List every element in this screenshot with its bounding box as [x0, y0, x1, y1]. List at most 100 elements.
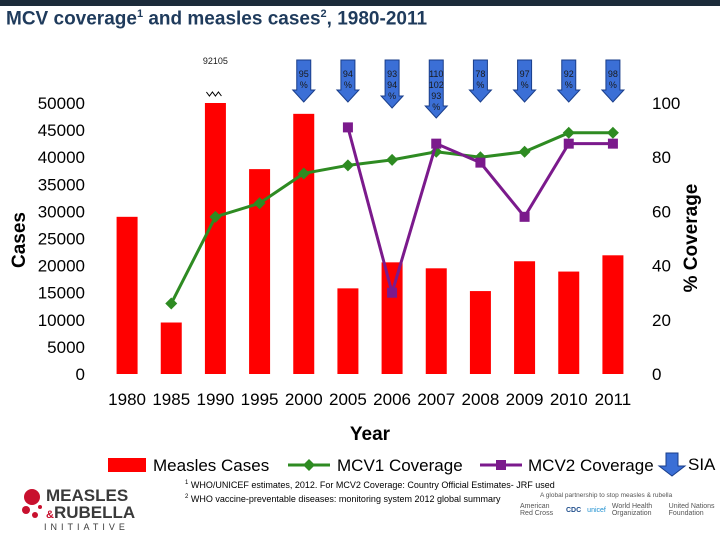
partner-logo: United Nations Foundation [668, 503, 715, 517]
legend-marker-diamond [303, 459, 315, 471]
sia-arrow-label: 102 [429, 80, 444, 90]
sia-arrow-label: % [476, 80, 484, 90]
partner-logo: CDC [566, 506, 582, 514]
footnote-1: 1 WHO/UNICEF estimates, 2012. For MCV2 C… [185, 480, 555, 490]
partner-logo: American Red Cross [520, 503, 554, 517]
bar-measles-cases [204, 103, 226, 374]
sia-arrow-label: % [565, 80, 573, 90]
sia-arrow-label: 92 [564, 69, 574, 79]
x-tick-label: 2011 [595, 390, 632, 409]
point-mcv1 [341, 159, 354, 172]
y-right-tick-label: 100 [652, 94, 680, 113]
sia-arrow-label: % [300, 80, 308, 90]
logo-line-measles: MEASLES [46, 486, 129, 505]
point-mcv1 [562, 126, 575, 139]
legend-label: MCV2 Coverage [528, 456, 654, 475]
x-tick-label: 2006 [373, 390, 411, 409]
sia-arrow-icon [556, 59, 581, 103]
point-mcv2 [563, 138, 574, 149]
bar-measles-cases [425, 268, 447, 374]
y-left-tick-label: 20000 [38, 257, 85, 276]
bar-measles-cases [116, 216, 138, 374]
footnote-2: 2 WHO vaccine-preventable diseases: moni… [185, 494, 501, 504]
point-mcv2 [431, 138, 442, 149]
point-mcv1 [253, 197, 266, 210]
partnership-tagline: A global partnership to stop measles & r… [540, 492, 673, 499]
y-left-tick-label: 5000 [47, 338, 85, 357]
sia-arrow-label: % [432, 102, 440, 112]
x-axis-label: Year [350, 424, 391, 445]
point-mcv2 [607, 138, 618, 149]
sia-arrow-label: 110 [429, 69, 443, 79]
y-left-tick-label: 50000 [38, 94, 85, 113]
bar-measles-cases [602, 255, 624, 374]
x-tick-label: 2005 [329, 390, 367, 409]
x-tick-label: 2010 [550, 390, 588, 409]
y-left-tick-label: 45000 [38, 121, 85, 140]
y-left-tick-label: 40000 [38, 148, 85, 167]
y-right-tick-label: 60 [652, 202, 671, 221]
point-mcv1 [518, 145, 531, 158]
y-left-tick-label: 10000 [38, 311, 85, 330]
sia-arrow-label: % [388, 91, 396, 101]
x-tick-label: 1990 [197, 390, 235, 409]
legend-sia-arrow-icon [657, 452, 687, 477]
x-tick-label: 2009 [506, 390, 544, 409]
partner-logos: American Red Cross CDC unicef World Heal… [520, 503, 720, 517]
sia-arrow-label: % [344, 80, 352, 90]
top-bar [0, 0, 720, 6]
y-right-tick-label: 80 [652, 148, 671, 167]
sia-arrow-label: 93 [387, 69, 397, 79]
sia-arrow-icon [291, 59, 316, 103]
bar-measles-cases [249, 169, 271, 374]
y-right-tick-label: 0 [652, 365, 661, 384]
partner-logo: unicef [587, 506, 606, 514]
point-mcv1 [386, 153, 399, 166]
point-mcv1 [297, 167, 310, 180]
x-tick-label: 2007 [417, 390, 455, 409]
y-left-tick-label: 25000 [38, 230, 85, 249]
point-mcv1 [606, 126, 619, 139]
sia-arrow-label: % [521, 80, 529, 90]
bar-measles-cases [381, 262, 403, 374]
x-tick-label: 1985 [152, 390, 190, 409]
legend: Measles Cases MCV1 Coverage MCV2 Coverage S… [108, 452, 716, 477]
sia-arrow-label: 78 [475, 69, 485, 79]
bar-measles-cases [293, 113, 315, 374]
sia-arrow-label: % [609, 80, 617, 90]
x-tick-label: 2000 [285, 390, 323, 409]
sia-arrow-icon [379, 59, 405, 109]
partner-logo: World Health Organization [611, 503, 653, 517]
legend-label: Measles Cases [153, 456, 269, 475]
point-mcv2 [475, 157, 486, 168]
y-left-tick-label: 0 [76, 365, 85, 384]
sia-arrow-icon [512, 59, 537, 103]
legend-marker-square [496, 460, 506, 470]
measles-rubella-initiative-logo: MEASLES &RUBELLA INITIATIVE [20, 486, 140, 534]
point-mcv2 [342, 122, 353, 133]
x-tick-label: 2008 [462, 390, 500, 409]
sia-arrow-icon [335, 59, 361, 103]
y-right-tick-label: 40 [652, 257, 671, 276]
footnotes: 1 WHO/UNICEF estimates, 2012. For MCV2 C… [185, 477, 555, 505]
y-left-tick-label: 35000 [38, 175, 85, 194]
sia-arrow-label: 97 [520, 69, 530, 79]
legend-label: SIA [688, 455, 716, 474]
sia-arrow-label: 94 [387, 80, 397, 90]
bar-measles-cases [514, 261, 536, 374]
logo-dots-icon [22, 489, 42, 518]
y-right-tick-label: 20 [652, 311, 671, 330]
sia-arrow-icon [468, 59, 493, 103]
y-left-tick-label: 15000 [38, 284, 85, 303]
point-mcv2 [387, 287, 398, 298]
legend-swatch-bar [108, 458, 146, 472]
x-tick-label: 1995 [241, 390, 279, 409]
bar-measles-cases [558, 271, 580, 374]
x-tick-label: 1980 [108, 390, 146, 409]
point-mcv1 [209, 210, 222, 223]
bar-value-label: 92105 [203, 56, 228, 66]
y-axis-right-label: % Coverage [681, 184, 702, 293]
logo-line-initiative: INITIATIVE [44, 522, 129, 532]
slide-title: MCV coverage1 and measles cases2, 1980-2… [6, 8, 428, 30]
sia-arrow-icon [600, 59, 626, 103]
